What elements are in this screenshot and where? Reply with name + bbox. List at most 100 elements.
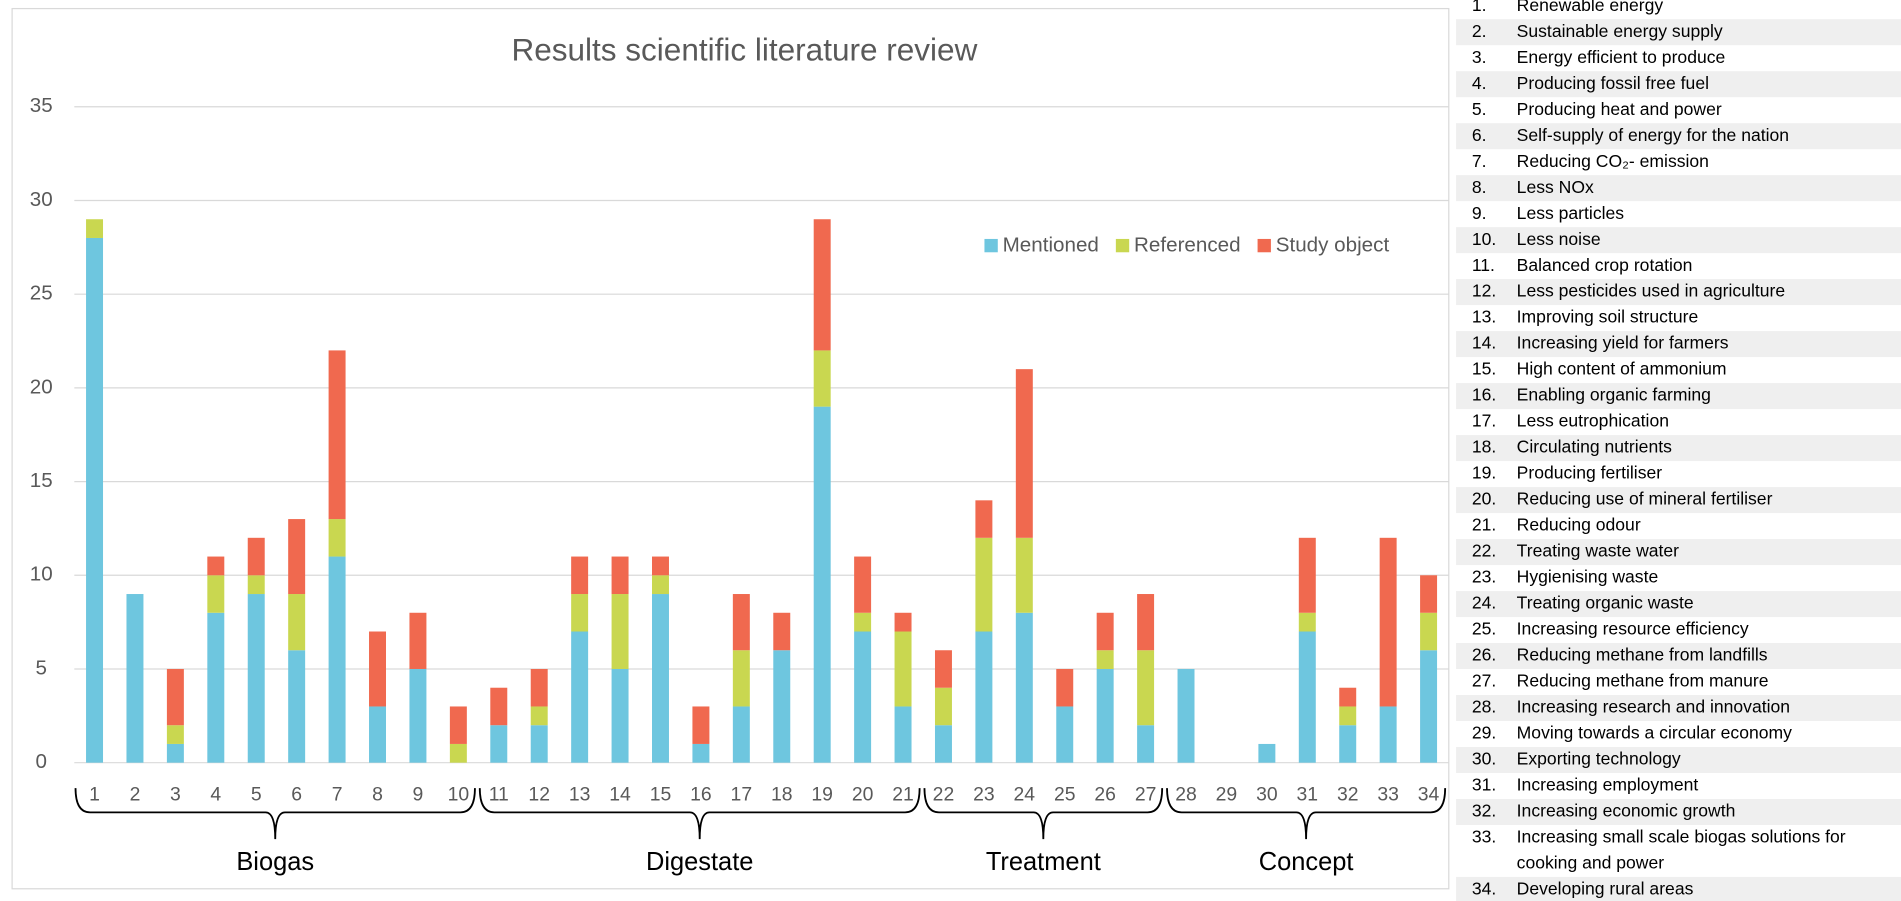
list-text: Renewable energy — [1517, 0, 1664, 15]
list-row-bg — [1456, 539, 1901, 566]
bar-segment — [1096, 650, 1114, 669]
x-tick-label: 17 — [731, 784, 753, 806]
bar-segment — [207, 575, 225, 613]
x-tick-label: 7 — [332, 784, 343, 806]
bar-segment — [975, 537, 993, 632]
bar-segment — [490, 687, 508, 726]
bar-segment — [813, 406, 831, 763]
list-number: 18. — [1472, 437, 1496, 457]
list-number: 10. — [1472, 229, 1496, 249]
bar-segment — [652, 556, 669, 576]
bar-segment — [894, 631, 912, 707]
list-row-bg — [1456, 175, 1901, 202]
bar-segment — [1420, 612, 1438, 651]
bar-segment — [692, 706, 710, 744]
bar-segment — [571, 594, 589, 632]
bar-segment — [1177, 668, 1195, 763]
list-text: Treating organic waste — [1517, 593, 1694, 613]
bar-segment — [773, 650, 791, 763]
y-tick-label: 30 — [30, 188, 53, 211]
list-text: Balanced crop rotation — [1517, 255, 1693, 275]
list-number: 24. — [1472, 593, 1496, 613]
bar-segment — [934, 650, 952, 688]
list-number: 33. — [1472, 827, 1496, 847]
bar-segment — [369, 631, 386, 707]
bar-segment — [732, 594, 750, 651]
bar-segment — [1339, 725, 1357, 763]
list-number: 25. — [1472, 619, 1496, 639]
bar-segment — [166, 743, 184, 763]
group-label: Digestate — [646, 848, 753, 876]
list-number: 9. — [1472, 203, 1487, 223]
list-text: Less noise — [1517, 229, 1601, 249]
x-tick-label: 20 — [852, 784, 874, 806]
list-number: 26. — [1472, 645, 1496, 665]
bar-segment — [1298, 612, 1316, 632]
legend-swatch — [1115, 238, 1130, 253]
list-number: 17. — [1472, 411, 1496, 431]
list-text: Reducing CO₂- emission — [1517, 151, 1709, 171]
list-text: Improving soil structure — [1517, 307, 1699, 327]
bar-segment — [1420, 650, 1438, 763]
list-row-bg — [1456, 435, 1901, 462]
group-brace — [1166, 788, 1447, 840]
x-tick-label: 3 — [170, 784, 181, 806]
y-tick-label: 15 — [30, 469, 53, 492]
x-tick-label: 24 — [1014, 784, 1036, 806]
list-number: 22. — [1472, 541, 1496, 561]
x-tick-label: 6 — [291, 784, 302, 806]
list-row-bg — [1456, 591, 1901, 618]
bar-segment — [652, 575, 669, 595]
bar-segment — [166, 725, 184, 744]
group-label: Concept — [1259, 848, 1354, 876]
bar-segment — [975, 500, 993, 538]
bar-segment — [247, 594, 265, 763]
list-number: 1. — [1472, 0, 1487, 15]
list-row-bg — [1456, 746, 1901, 773]
bar-segment — [1056, 706, 1074, 763]
bar-segment — [813, 350, 831, 407]
x-tick-label: 8 — [372, 784, 383, 806]
y-tick-label: 35 — [30, 94, 53, 117]
list-row-bg — [1456, 19, 1901, 46]
list-text: Circulating nutrients — [1517, 437, 1672, 457]
bar-segment — [732, 706, 750, 763]
group-brace — [923, 788, 1164, 840]
list-number: 30. — [1472, 749, 1496, 769]
list-number: 21. — [1472, 515, 1496, 535]
bar-segment — [773, 612, 791, 651]
bar-segment — [1258, 743, 1276, 763]
list-number: 32. — [1472, 801, 1496, 821]
list-row-bg — [1456, 279, 1901, 306]
x-tick-label: 34 — [1418, 784, 1440, 806]
bar-segment — [1298, 537, 1316, 613]
bar-segment — [934, 725, 952, 763]
bar-segment — [1015, 537, 1033, 613]
bar-segment — [530, 725, 548, 763]
x-tick-label: 18 — [771, 784, 793, 806]
chart-frame — [11, 7, 1450, 890]
list-number: 16. — [1472, 385, 1496, 405]
list-text: Energy efficient to produce — [1517, 47, 1726, 67]
legend-label: Mentioned — [1003, 234, 1099, 257]
bar-segment — [288, 594, 306, 651]
x-tick-label: 26 — [1094, 784, 1116, 806]
bar-segment — [166, 668, 184, 726]
bar-segment — [854, 556, 872, 613]
bar-segment — [1137, 650, 1155, 726]
bar-segment — [409, 668, 427, 763]
x-tick-label: 11 — [489, 784, 509, 806]
list-text: Less NOx — [1517, 177, 1594, 197]
bar-segment — [328, 350, 346, 520]
list-text: Producing heat and power — [1517, 99, 1722, 119]
list-text: Increasing small scale biogas solutions … — [1517, 827, 1846, 847]
bar-segment — [1056, 668, 1074, 707]
x-tick-label: 25 — [1054, 784, 1076, 806]
bar-segment — [1339, 687, 1357, 707]
list-number: 5. — [1472, 99, 1487, 119]
bar-segment — [1015, 612, 1033, 763]
bar-segment — [1137, 725, 1155, 763]
list-text: Developing rural areas — [1517, 879, 1694, 899]
bar-segment — [1096, 612, 1114, 651]
